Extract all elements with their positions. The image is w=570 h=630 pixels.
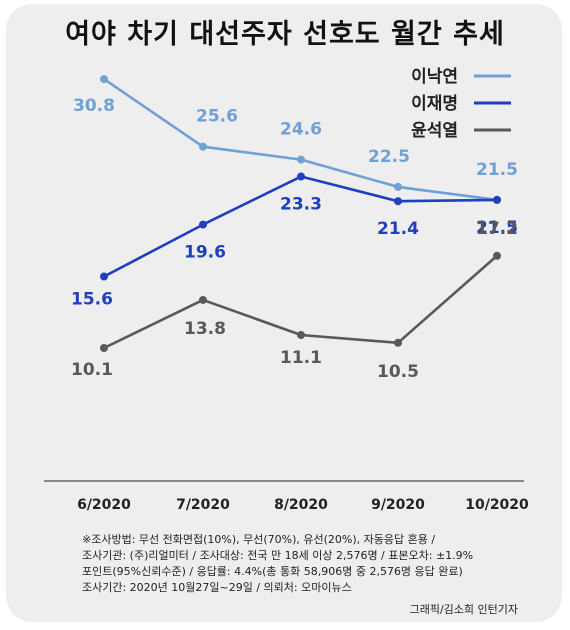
data-point-lee-nakyon xyxy=(199,142,207,151)
data-label-yoon-seokyeol: 10.1 xyxy=(71,360,113,380)
data-point-lee-jaemyung xyxy=(100,272,108,281)
survey-footnote: ※조사방법: 무선 전화면접(10%), 무선(70%), 유선(20%), 자… xyxy=(82,532,473,596)
x-tick-label: 8/2020 xyxy=(274,497,328,513)
data-point-lee-jaemyung xyxy=(493,195,501,204)
x-tick-label: 7/2020 xyxy=(176,497,230,513)
data-point-yoon-seokyeol xyxy=(493,251,501,260)
data-point-yoon-seokyeol xyxy=(297,331,305,340)
footnote-line-4: 조사기간: 2020년 10월27일~29일 / 의뢰처: 오마이뉴스 xyxy=(82,581,352,594)
data-point-yoon-seokyeol xyxy=(100,344,108,353)
graphic-credit: 그래픽/김소희 인턴기자 xyxy=(409,603,518,616)
data-label-lee-jaemyung: 21.5 xyxy=(476,218,518,238)
data-label-lee-nakyon: 25.6 xyxy=(196,107,238,127)
data-point-lee-nakyon xyxy=(394,182,402,191)
data-label-yoon-seokyeol: 11.1 xyxy=(280,348,322,368)
footnote-line-2: 조사기관: (주)리얼미터 / 조사대상: 전국 만 18세 이상 2,576명… xyxy=(82,549,474,562)
data-point-yoon-seokyeol xyxy=(394,338,402,347)
data-label-lee-jaemyung: 21.4 xyxy=(377,219,419,239)
data-label-yoon-seokyeol: 13.8 xyxy=(184,319,226,339)
data-label-lee-nakyon: 30.8 xyxy=(73,96,115,116)
legend-label-lee-nakyon: 이낙연 xyxy=(411,67,458,87)
data-point-lee-jaemyung xyxy=(199,220,207,229)
data-label-lee-jaemyung: 15.6 xyxy=(71,290,113,310)
data-label-lee-nakyon: 22.5 xyxy=(368,147,410,167)
data-point-lee-jaemyung xyxy=(394,197,402,206)
x-tick-label: 9/2020 xyxy=(371,497,425,513)
data-label-lee-nakyon: 24.6 xyxy=(280,120,322,140)
data-label-yoon-seokyeol: 17.2 xyxy=(476,219,518,239)
data-point-lee-nakyon xyxy=(100,75,108,84)
x-tick-label: 6/2020 xyxy=(77,497,131,513)
x-tick-label: 10/2020 xyxy=(465,497,529,513)
data-label-lee-jaemyung: 19.6 xyxy=(184,243,226,263)
data-label-lee-nakyon: 21.5 xyxy=(476,160,518,180)
legend-label-lee-jaemyung: 이재명 xyxy=(411,94,458,114)
chart-title: 여야 차기 대선주자 선호도 월간 추세 xyxy=(65,19,505,50)
data-point-lee-nakyon xyxy=(297,155,305,164)
footnote-line-1: ※조사방법: 무선 전화면접(10%), 무선(70%), 유선(20%), 자… xyxy=(82,533,436,546)
data-label-yoon-seokyeol: 10.5 xyxy=(377,362,419,382)
chart-card xyxy=(6,4,562,622)
legend-label-yoon-seokyeol: 윤석열 xyxy=(411,121,458,141)
footnote-line-3: 포인트(95%신뢰수준) / 응답률: 4.4%(총 통화 58,906명 중 … xyxy=(82,565,463,578)
data-point-lee-jaemyung xyxy=(297,172,305,181)
data-point-yoon-seokyeol xyxy=(199,295,207,304)
data-label-lee-jaemyung: 23.3 xyxy=(280,195,322,215)
